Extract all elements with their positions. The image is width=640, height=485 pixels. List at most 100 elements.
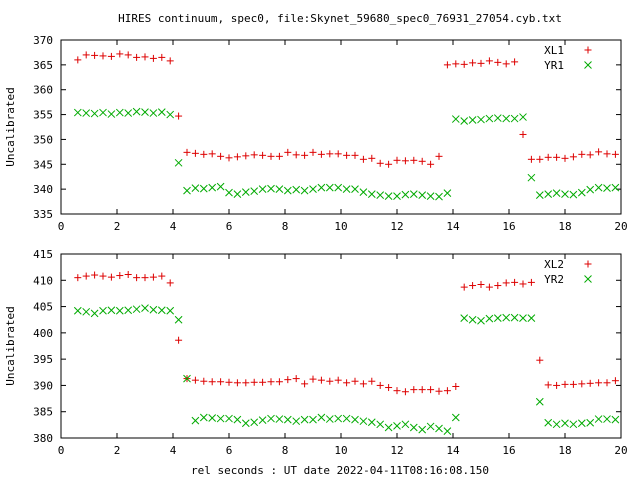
data-point: [409, 190, 418, 198]
panels-group: 0 2 4 6 8 10 12 14 16 18 2033534034535035536036537…: [4, 34, 628, 457]
data-point: [275, 415, 284, 423]
data-point: [225, 414, 233, 423]
x-tick-label: 20: [614, 444, 627, 457]
data-point: [199, 413, 208, 422]
data-point: [233, 379, 241, 387]
data-point: [611, 377, 619, 385]
data-point: [485, 283, 493, 291]
data-point: [309, 185, 317, 193]
data-point: [82, 109, 91, 117]
data-point: [90, 309, 99, 318]
data-point: [233, 190, 242, 198]
data-point: [115, 108, 124, 117]
data-point: [141, 304, 149, 313]
data-point: [603, 415, 611, 423]
data-point: [401, 157, 409, 165]
data-point: [157, 108, 166, 116]
y-axis-title: Uncalibrated: [4, 87, 17, 166]
data-point: [418, 386, 426, 394]
data-point: [334, 183, 343, 192]
data-point: [469, 282, 477, 290]
data-point: [502, 60, 510, 68]
data-point: [258, 185, 267, 193]
data-point: [250, 378, 258, 386]
data-point: [141, 108, 149, 116]
legend-marker: [584, 61, 592, 69]
data-point: [199, 184, 208, 193]
data-point: [418, 157, 426, 165]
data-point: [477, 59, 485, 67]
data-point: [157, 306, 166, 315]
data-point: [166, 110, 175, 119]
data-point: [368, 154, 376, 162]
data-point: [208, 378, 216, 386]
x-tick-label: 14: [446, 444, 460, 457]
data-point: [325, 183, 334, 192]
data-point: [527, 155, 535, 163]
data-point: [393, 156, 401, 164]
legend-marker: [584, 275, 592, 283]
x-axis-title: rel seconds : UT date 2022-04-11T08:16:0…: [191, 464, 489, 477]
data-point: [359, 155, 367, 163]
x-tick-label: 12: [390, 220, 403, 233]
y-tick-label: 360: [33, 84, 53, 97]
data-point: [82, 272, 90, 280]
data-point: [191, 376, 199, 384]
data-point: [561, 190, 569, 198]
legend-marker: [584, 260, 592, 268]
legend-label: YR2: [544, 273, 564, 286]
data-point: [233, 153, 241, 161]
data-point: [535, 191, 544, 199]
data-point: [519, 113, 527, 121]
data-point: [74, 274, 82, 282]
data-point: [259, 151, 267, 159]
data-point: [283, 186, 292, 195]
data-point: [200, 377, 208, 385]
data-point: [595, 379, 603, 387]
data-point: [90, 109, 99, 118]
data-point: [334, 414, 343, 423]
data-point: [317, 376, 325, 384]
panel-2: 0 2 4 6 8 10 12 14 16 18 20 380 385 390 395 400 405 410 41…: [4, 248, 628, 457]
data-point: [544, 418, 553, 427]
data-point: [242, 152, 250, 160]
data-point: [107, 306, 116, 315]
x-tick-label: 2: [114, 220, 121, 233]
data-point: [452, 382, 460, 390]
data-point: [427, 386, 435, 394]
data-point: [603, 150, 611, 158]
data-point: [435, 192, 443, 201]
x-tick-label: 4: [170, 220, 177, 233]
data-point: [569, 380, 577, 388]
data-point: [300, 186, 309, 195]
data-point: [124, 51, 132, 59]
data-point: [376, 159, 384, 167]
x-tick-label: 12: [390, 444, 403, 457]
data-point: [317, 183, 326, 192]
data-point: [367, 418, 376, 427]
data-point: [552, 189, 561, 197]
y-tick-label: 400: [33, 327, 53, 340]
data-point: [376, 191, 385, 199]
data-point: [107, 110, 116, 118]
data-point: [284, 376, 292, 384]
data-point: [502, 313, 511, 322]
data-point: [519, 280, 527, 288]
data-point: [594, 183, 603, 192]
data-point: [493, 314, 502, 322]
data-point: [435, 387, 443, 395]
data-point: [359, 417, 368, 426]
data-point: [283, 415, 292, 424]
data-point: [334, 376, 342, 384]
data-point: [133, 53, 141, 61]
data-point: [107, 273, 115, 281]
data-point: [91, 271, 99, 279]
data-point: [342, 414, 351, 423]
data-point: [166, 57, 174, 65]
data-point: [561, 154, 569, 162]
data-point: [410, 156, 418, 164]
data-point: [427, 160, 435, 168]
data-point: [175, 112, 183, 120]
data-point: [124, 271, 132, 279]
data-point: [595, 148, 603, 156]
